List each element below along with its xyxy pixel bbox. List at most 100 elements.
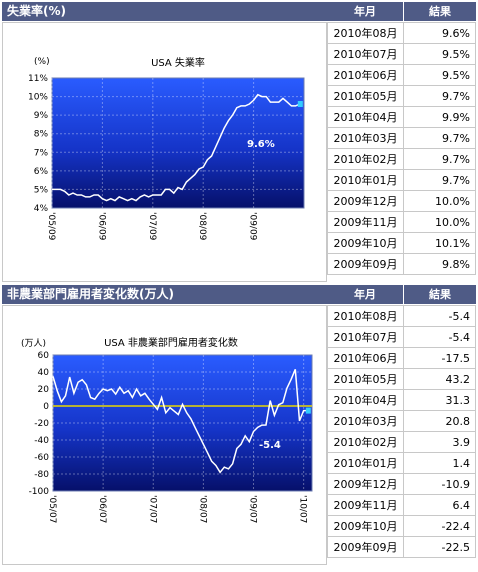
row-value: 9.6% (403, 22, 476, 44)
row-date: 2010年05月 (327, 85, 404, 107)
y-tick-label: -100 (29, 487, 50, 497)
table-row: 2009年09月 9.8% (327, 253, 476, 275)
table-row: 2010年04月 31.3 (327, 389, 476, 411)
table-row: 2009年11月 6.4 (327, 494, 476, 516)
row-date: 2010年01月 (327, 452, 404, 474)
table-row: 2010年05月 43.2 (327, 368, 476, 390)
row-value: 10.1% (403, 232, 476, 254)
row-value: -5.4 (403, 305, 476, 327)
row-value: 9.8% (403, 253, 476, 275)
row-date: 2009年10月 (327, 515, 404, 537)
y-tick-label: 8% (34, 130, 49, 140)
row-value: 9.7% (403, 169, 476, 191)
row-date: 2010年05月 (327, 368, 404, 390)
payrolls-table: 2010年08月 -5.4 2010年07月 -5.4 2010年06月 -17.5 201… (327, 305, 476, 558)
payrolls-chart: USA 非農業部門雇用者変化数 (万人) -100 -80 -60 -40 -20 0 20 40… (2, 305, 327, 565)
row-value: 9.9% (403, 106, 476, 128)
table-row: 2009年10月 10.1% (327, 232, 476, 254)
series-line (52, 93, 301, 202)
last-value-annotation: -5.4 (259, 440, 281, 451)
row-date: 2009年10月 (327, 232, 404, 254)
y-tick-label: 5% (34, 185, 49, 195)
x-tick-label: '07/09 (147, 212, 157, 241)
x-tick-label: '05/07 (47, 495, 57, 523)
chart-title: USA 非農業部門雇用者変化数 (104, 336, 238, 349)
x-tick-label: '08/09 (197, 212, 207, 241)
col-header-result: 結果 (404, 2, 476, 21)
col-header-month: 年月 (327, 2, 403, 21)
row-date: 2009年09月 (327, 536, 404, 558)
row-value: 9.7% (403, 148, 476, 170)
row-date: 2010年02月 (327, 431, 404, 453)
row-date: 2010年06月 (327, 64, 404, 86)
row-value: 10.0% (403, 211, 476, 233)
row-value: -22.4 (403, 515, 476, 537)
row-value: 9.5% (403, 43, 476, 65)
table-row: 2010年02月 3.9 (327, 431, 476, 453)
y-tick-label: -80 (34, 470, 49, 480)
table-row: 2010年08月 9.6% (327, 22, 476, 44)
row-value: 10.0% (403, 190, 476, 212)
last-value-marker (297, 101, 303, 107)
table-row: 2009年12月 -10.9 (327, 473, 476, 495)
y-tick-label: 6% (34, 167, 49, 177)
table-row: 2009年10月 -22.4 (327, 515, 476, 537)
last-value-marker (305, 407, 311, 414)
table-row: 2010年07月 -5.4 (327, 326, 476, 348)
row-date: 2009年09月 (327, 253, 404, 275)
unemployment-table: 2010年08月 9.6% 2010年07月 9.5% 2010年06月 9.5% 2010… (327, 22, 476, 275)
row-date: 2010年01月 (327, 169, 404, 191)
x-tick-label: '06/07 (97, 495, 107, 523)
panel-header: 失業率(%) (2, 2, 327, 21)
row-value: 9.7% (403, 85, 476, 107)
table-row: 2010年02月 9.7% (327, 148, 476, 170)
plot-area (51, 77, 305, 209)
series-line (52, 369, 308, 474)
x-tick-label: '10/07 (298, 495, 308, 523)
table-row: 2010年03月 20.8 (327, 410, 476, 432)
unemployment-line-chart: USA 失業率 (%) 4% 5% 6% 7% 8% 9% 10% 11% '05/09 '06/09… (28, 56, 305, 241)
table-row: 2009年11月 10.0% (327, 211, 476, 233)
table-row: 2010年04月 9.9% (327, 106, 476, 128)
last-value-annotation: 9.6% (247, 139, 275, 150)
y-tick-label: 0 (43, 402, 49, 412)
row-date: 2010年04月 (327, 389, 404, 411)
row-date: 2009年12月 (327, 473, 404, 495)
table-row: 2010年06月 -17.5 (327, 347, 476, 369)
row-date: 2010年08月 (327, 22, 404, 44)
row-date: 2009年11月 (327, 494, 404, 516)
table-row: 2010年01月 1.4 (327, 452, 476, 474)
row-date: 2010年04月 (327, 106, 404, 128)
table-row: 2009年12月 10.0% (327, 190, 476, 212)
y-tick-label: 10% (28, 93, 48, 103)
row-value: 3.9 (403, 431, 476, 453)
panel-header: 非農業部門雇用者変化数(万人) (2, 285, 327, 304)
row-date: 2009年11月 (327, 211, 404, 233)
col-header-month: 年月 (327, 285, 403, 304)
col-header-result: 結果 (404, 285, 476, 304)
row-date: 2010年07月 (327, 326, 404, 348)
unemployment-chart: USA 失業率 (%) 4% 5% 6% 7% 8% 9% 10% 11% '05/09 '06/09… (2, 22, 327, 282)
y-tick-label: -60 (34, 453, 49, 463)
table-row: 2010年08月 -5.4 (327, 305, 476, 327)
x-tick-label: '07/07 (147, 495, 157, 523)
table-row: 2010年07月 9.5% (327, 43, 476, 65)
y-axis-label: (%) (34, 57, 50, 67)
row-date: 2010年02月 (327, 148, 404, 170)
y-tick-label: 60 (38, 351, 50, 361)
y-tick-label: 7% (34, 148, 49, 158)
row-value: 9.5% (403, 64, 476, 86)
row-date: 2009年12月 (327, 190, 404, 212)
row-value: 1.4 (403, 452, 476, 474)
y-tick-label: 4% (34, 204, 49, 214)
table-row: 2010年01月 9.7% (327, 169, 476, 191)
y-tick-label: -40 (34, 436, 49, 446)
row-value: -22.5 (403, 536, 476, 558)
row-date: 2010年03月 (327, 127, 404, 149)
row-value: -10.9 (403, 473, 476, 495)
y-tick-label: 20 (38, 385, 50, 395)
x-tick-label: '05/09 (46, 212, 56, 241)
row-date: 2010年03月 (327, 410, 404, 432)
y-tick-label: 11% (28, 74, 48, 84)
y-tick-label: -20 (34, 419, 49, 429)
